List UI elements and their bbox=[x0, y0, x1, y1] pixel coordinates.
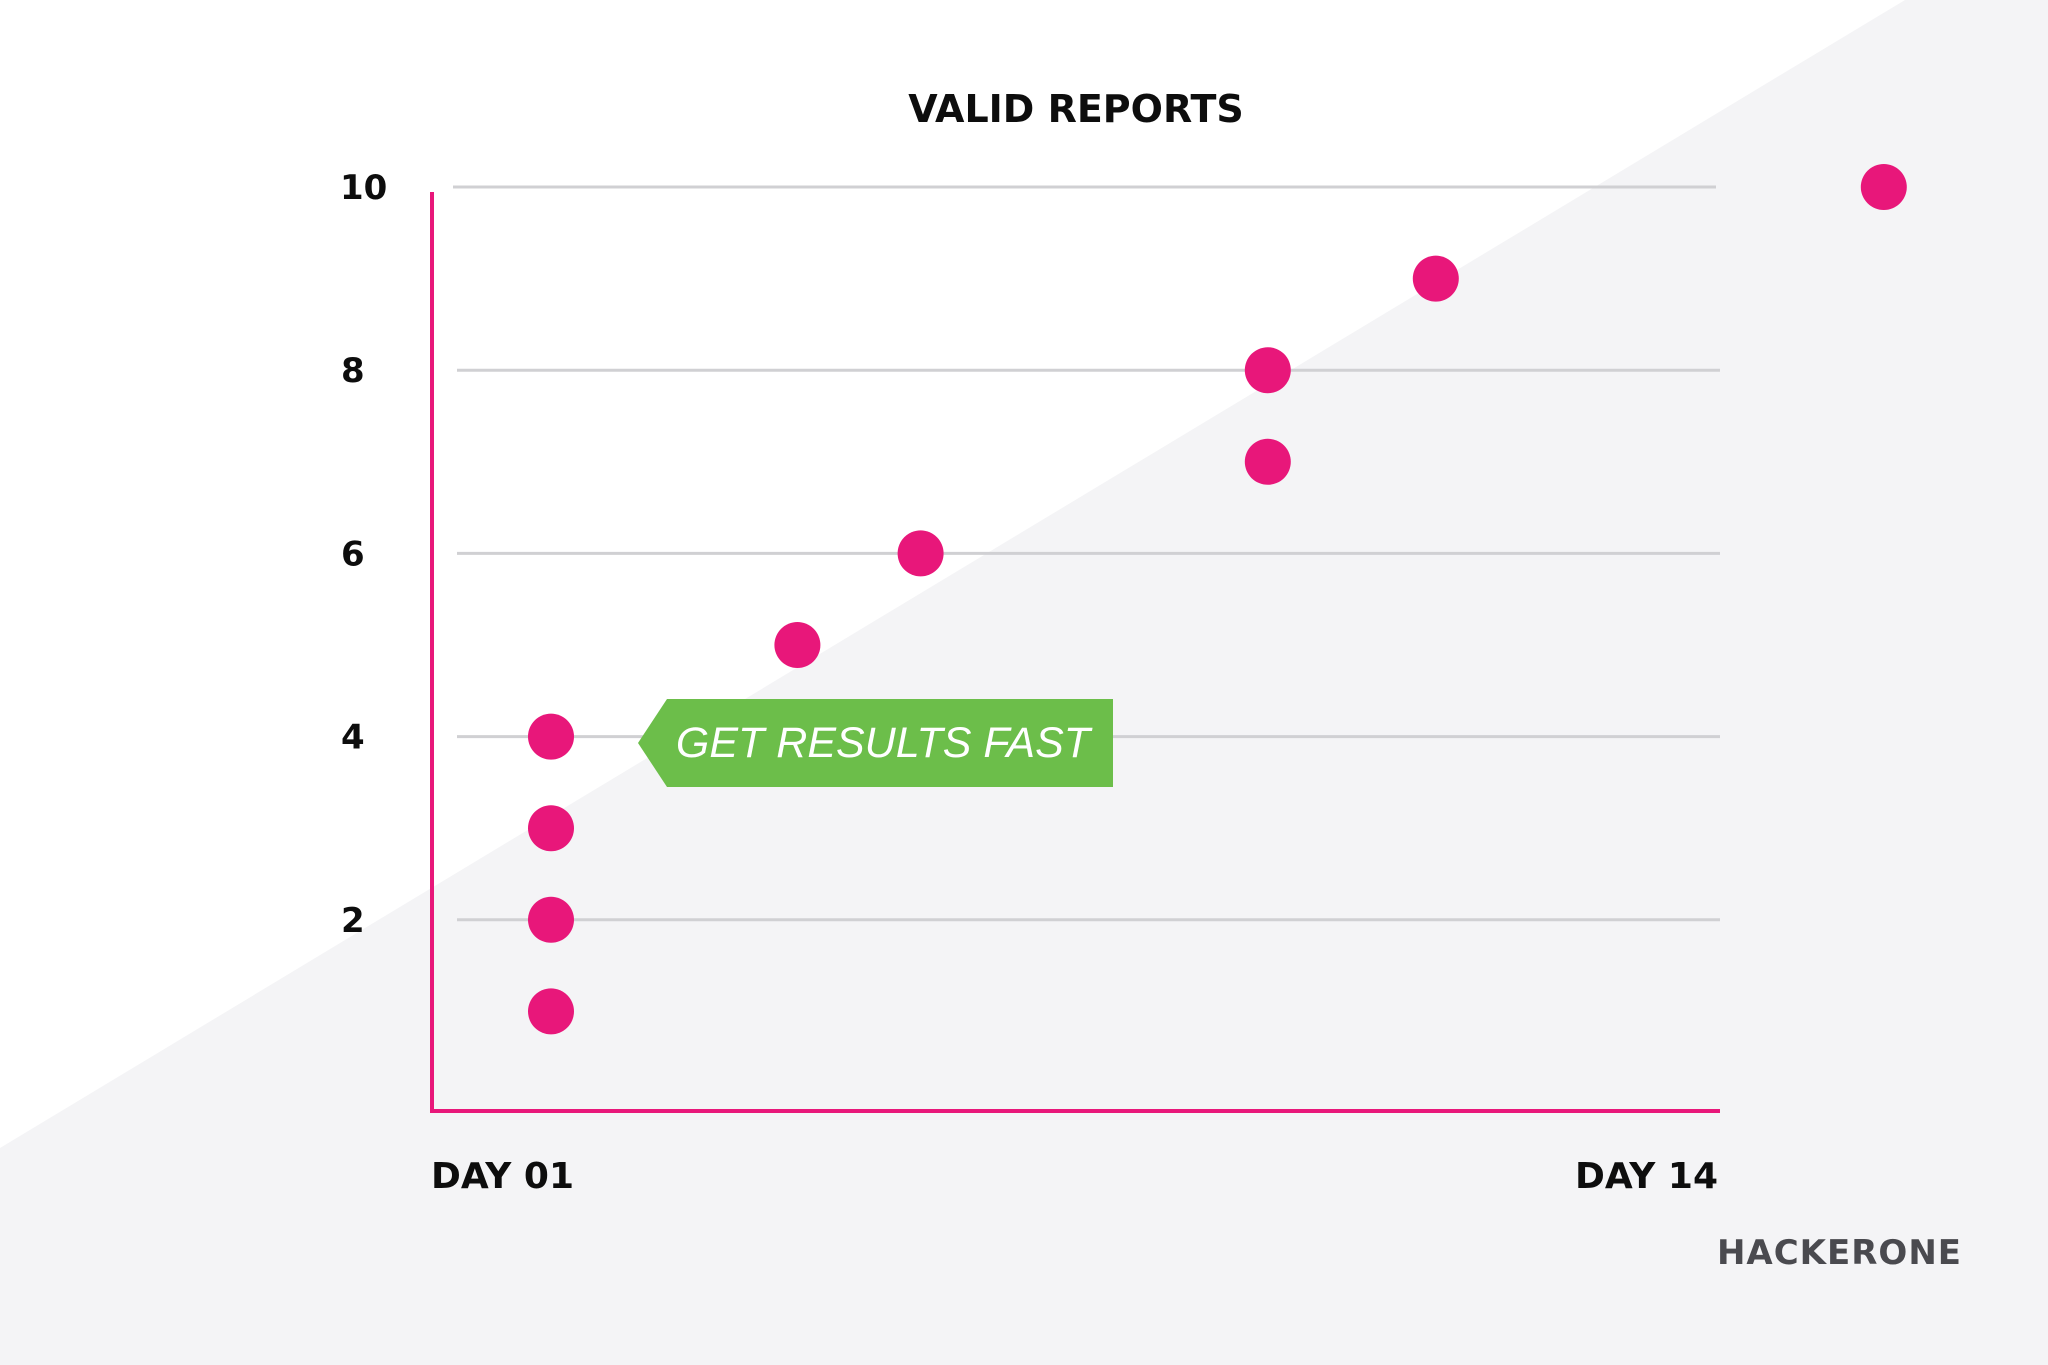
data-points bbox=[528, 164, 1907, 1035]
data-point-4 bbox=[528, 713, 574, 760]
data-point-3 bbox=[528, 805, 574, 852]
y-tick-label-2: 2 bbox=[341, 901, 365, 941]
x-tick-label-end: DAY 14 bbox=[1575, 1156, 1718, 1197]
data-point-5 bbox=[774, 622, 821, 668]
y-tick-label-10: 10 bbox=[340, 168, 387, 208]
data-point-9 bbox=[1412, 255, 1459, 302]
data-point-1 bbox=[528, 988, 574, 1035]
callout-label: GET RESULTS FAST bbox=[676, 719, 1093, 767]
chart-title: VALID REPORTS bbox=[908, 87, 1244, 131]
data-point-8 bbox=[1244, 347, 1291, 394]
data-point-6 bbox=[897, 530, 944, 577]
brand-logo: HACKERONE bbox=[1717, 1233, 1962, 1273]
y-tick-label-6: 6 bbox=[341, 534, 365, 574]
y-tick-label-8: 8 bbox=[341, 351, 365, 391]
y-tick-label-4: 4 bbox=[341, 718, 365, 758]
y-tick-labels: 2 4 6 8 10 bbox=[340, 168, 387, 941]
callout-annotation: GET RESULTS FAST bbox=[638, 699, 1113, 787]
x-tick-label-start: DAY 01 bbox=[431, 1156, 574, 1197]
data-point-2 bbox=[528, 896, 574, 943]
data-point-10 bbox=[1860, 164, 1907, 210]
callout-tag bbox=[638, 699, 1113, 787]
axes bbox=[430, 192, 1720, 1113]
data-point-7 bbox=[1244, 438, 1291, 485]
